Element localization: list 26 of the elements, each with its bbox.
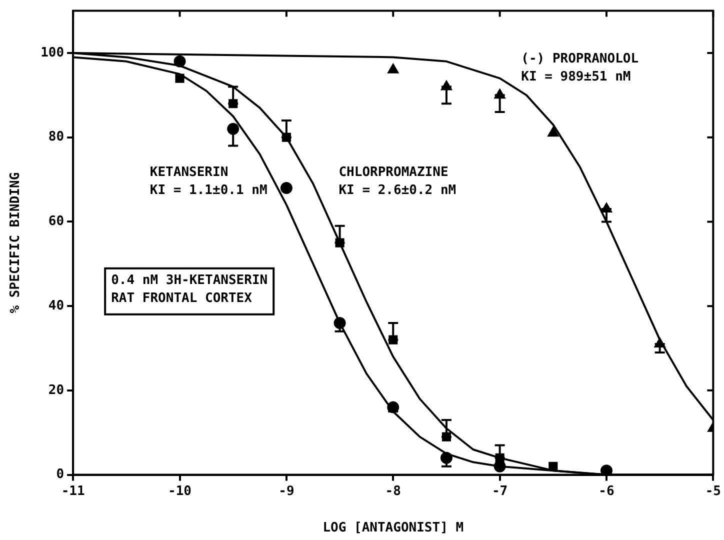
point: [174, 55, 186, 68]
x-tick-label: -6: [598, 484, 614, 499]
y-tick-label: 100: [40, 45, 64, 60]
x-tick-label: -11: [61, 484, 85, 499]
annotation: 0.4 nM 3H-KETANSERIN RAT FRONTAL CORTEX: [111, 273, 268, 306]
annotation: (-) PROPRANOLOL KI = 989±51 nM: [521, 51, 639, 84]
point: [280, 182, 292, 194]
y-tick-label: 60: [48, 214, 64, 230]
y-axis-title: % SPECIFIC BINDING: [8, 172, 24, 314]
point: [600, 464, 612, 475]
x-tick-label: -7: [492, 484, 508, 499]
y-tick-label: 0: [56, 467, 64, 482]
point: [548, 462, 558, 471]
x-tick-label: -10: [168, 484, 192, 499]
annotation: KETANSERIN KI = 1.1±0.1 nM: [150, 165, 268, 198]
y-tick-label: 40: [48, 298, 64, 314]
point: [175, 74, 184, 83]
x-tick-label: -5: [705, 484, 721, 499]
x-tick-label: -9: [278, 484, 294, 499]
y-tick-label: 20: [48, 382, 64, 398]
x-axis-title: LOG [ANTAGONIST] M: [322, 520, 464, 536]
point: [548, 127, 558, 137]
annotation: CHLORPROMAZINE KI = 2.6±0.2 nM: [338, 165, 456, 198]
x-tick-label: -8: [385, 484, 402, 499]
y-tick-label: 80: [48, 130, 64, 145]
point: [388, 64, 398, 74]
